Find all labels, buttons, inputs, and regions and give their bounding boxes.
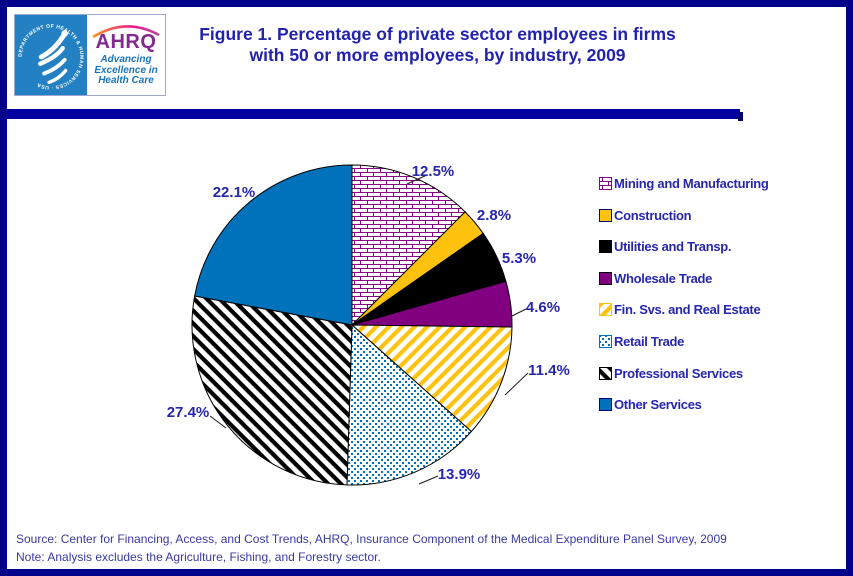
slice-value-label: 27.4% bbox=[167, 404, 210, 421]
divider-end-notch bbox=[738, 112, 743, 121]
figure-footnotes: Source: Center for Financing, Access, an… bbox=[16, 531, 727, 566]
legend-swatch-utilities-and-transp-icon bbox=[599, 240, 612, 254]
figure-title: Figure 1. Percentage of private sector e… bbox=[180, 24, 695, 66]
label-leader-line bbox=[418, 475, 439, 485]
hhs-seal: DEPARTMENT OF HEALTH & HUMAN SERVICES · … bbox=[15, 15, 87, 95]
tagline-line-2: Excellence in bbox=[94, 64, 158, 76]
header-divider-bar bbox=[7, 109, 743, 121]
legend-item-wholesale-trade: Wholesale Trade bbox=[599, 270, 769, 286]
legend-label: Fin. Svs. and Real Estate bbox=[614, 302, 761, 318]
legend-swatch-retail-trade-icon bbox=[599, 334, 612, 348]
pie-slice-other-services bbox=[194, 164, 353, 326]
legend-label: Retail Trade bbox=[614, 333, 685, 349]
legend-label: Construction bbox=[614, 207, 692, 223]
slice-value-label: 22.1% bbox=[213, 184, 256, 201]
legend-item-other-services: Other Services bbox=[599, 397, 769, 413]
legend-swatch-other-services-icon bbox=[599, 398, 612, 412]
rainbow-arc-icon bbox=[92, 25, 160, 39]
hhs-eagle-icon: DEPARTMENT OF HEALTH & HUMAN SERVICES · … bbox=[18, 24, 84, 91]
pie-slice-retail-trade bbox=[346, 323, 473, 486]
legend-swatch-professional-services-icon bbox=[599, 366, 612, 380]
legend-swatch-construction-icon bbox=[599, 208, 612, 222]
legend-item-utilities-and-transp: Utilities and Transp. bbox=[599, 239, 769, 255]
source-note: Source: Center for Financing, Access, an… bbox=[16, 532, 727, 546]
slice-value-label: 11.4% bbox=[528, 362, 570, 379]
tagline-line-3: Health Care bbox=[98, 75, 154, 87]
ahrq-tagline: Advancing Excellence in Health Care bbox=[94, 55, 157, 87]
label-leader-line bbox=[209, 415, 227, 429]
label-leader-line bbox=[511, 308, 527, 317]
legend-item-retail-trade: Retail Trade bbox=[599, 333, 769, 349]
legend-item-professional-services: Professional Services bbox=[599, 365, 769, 381]
legend-label: Utilities and Transp. bbox=[614, 239, 732, 255]
slice-value-label: 4.6% bbox=[526, 299, 560, 316]
tagline-line-1: Advancing bbox=[100, 54, 152, 66]
legend-label: Wholesale Trade bbox=[614, 270, 713, 286]
pie-slice-fin-svs-and-real-estate bbox=[350, 324, 513, 433]
legend-item-fin-svs-and-real-estate: Fin. Svs. and Real Estate bbox=[599, 302, 769, 318]
chart-legend: Mining and Manufacturing Construction Util… bbox=[599, 176, 769, 413]
slice-value-label: 13.9% bbox=[438, 466, 481, 483]
legend-item-construction: Construction bbox=[599, 207, 769, 223]
legend-label: Other Services bbox=[614, 397, 702, 413]
legend-item-mining-and-manufacturing: Mining and Manufacturing bbox=[599, 176, 769, 191]
figure-title-line-1: Figure 1. Percentage of private sector e… bbox=[199, 24, 676, 44]
legend-swatch-mining-and-manufacturing-icon bbox=[599, 177, 612, 190]
label-leader-line bbox=[504, 372, 529, 396]
pie-slice-mining-and-manufacturing bbox=[351, 164, 466, 327]
slice-value-label: 5.3% bbox=[502, 250, 536, 267]
slice-value-label: 2.8% bbox=[477, 207, 511, 224]
ahrq-hhs-logo: DEPARTMENT OF HEALTH & HUMAN SERVICES · … bbox=[14, 14, 166, 96]
slice-value-label: 12.5% bbox=[412, 163, 455, 180]
analysis-note: Note: Analysis excludes the Agriculture,… bbox=[16, 549, 381, 564]
ahrq-acronym: AHRQ bbox=[95, 31, 157, 54]
legend-label: Mining and Manufacturing bbox=[614, 176, 769, 191]
figure-title-line-2: with 50 or more employees, by industry, … bbox=[249, 45, 626, 65]
legend-swatch-fin-svs-and-real-estate-icon bbox=[599, 303, 612, 317]
label-leader-line bbox=[406, 174, 428, 185]
legend-swatch-wholesale-trade-icon bbox=[599, 271, 612, 285]
pie-slice-professional-services bbox=[191, 295, 353, 486]
ahrq-wordmark-panel: AHRQ Advancing Excellence in Health Care bbox=[87, 15, 165, 95]
legend-label: Professional Services bbox=[614, 365, 743, 381]
